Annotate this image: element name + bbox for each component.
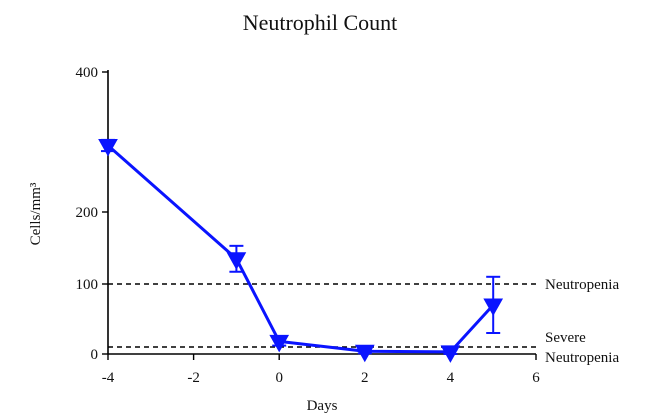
x-tick-label: -4 [102,370,115,386]
y-tick-label: 0 [91,347,99,363]
x-axis-title: Days [307,398,338,414]
x-tick-label: 0 [275,370,283,386]
y-tick-label: 400 [76,65,99,81]
x-tick-label: -2 [187,370,200,386]
reference-lines: Neutropenia Severe Neutropenia [108,277,619,366]
data-point-marker [98,139,118,157]
data-point-marker [483,298,504,317]
reference-line-label: Severe [545,330,586,346]
data-point-marker [354,344,375,363]
x-tick-label: 4 [447,370,455,386]
y-tick-label: 200 [76,205,99,221]
x-tick-label: 2 [361,370,369,386]
data-point-marker [440,345,461,363]
data-point-marker [226,252,247,270]
axes: 0 100 200 400 -4 -2 0 2 4 6 [76,65,541,386]
x-tick-label: 6 [532,370,540,386]
y-tick-label: 100 [76,277,99,293]
series-line [107,144,495,354]
y-axis-title: Cells/mm³ [28,182,44,245]
data-series [98,138,504,363]
reference-line-label: Neutropenia [545,350,619,366]
data-point-marker [269,334,290,353]
chart-title: Neutrophil Count [243,10,398,35]
reference-line-label: Neutropenia [545,277,619,293]
